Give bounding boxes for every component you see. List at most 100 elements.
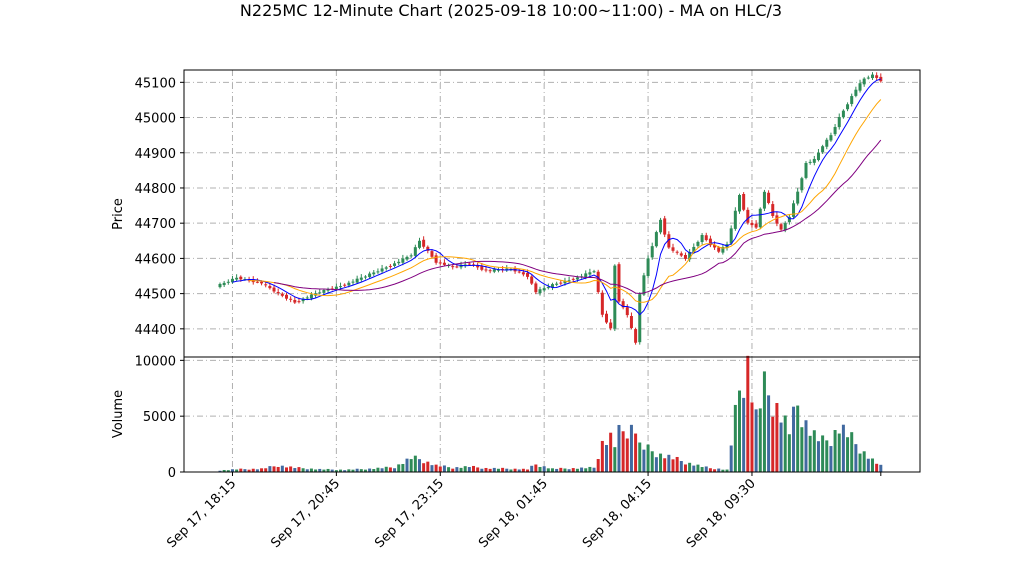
price-tick-label: 44400 [135,323,176,338]
candle-body [305,297,309,299]
candle-body [534,283,538,293]
candle-body [642,275,646,295]
candle-body [846,104,850,110]
volume-bar [255,469,259,472]
candle-body [488,270,492,272]
volume-bar [596,459,600,472]
volume-bar [268,466,272,472]
volume-bar [401,463,405,472]
volume-bar [239,468,243,472]
volume-bar [330,469,334,472]
candle-body [600,292,604,315]
candle-body [800,178,804,191]
volume-bar [326,468,330,472]
volume-bar [634,433,638,472]
candle-body [455,266,459,268]
candle-body [260,281,264,284]
volume-bar [513,468,517,472]
candle-body [546,287,550,289]
candle-body [368,273,372,278]
volume-tick-label: 10000 [135,354,176,369]
volume-bar [434,464,438,472]
candle-body [829,135,833,141]
volume-bar [592,467,596,472]
price-y-axis: 44400 44500 44600 44700 44800 44900 45000 45100 [135,76,184,338]
candle-body [397,261,401,264]
volume-bar [521,468,525,472]
candle-body [767,192,771,203]
volume-bar [733,404,737,472]
volume-bar [833,430,837,472]
candle-body [351,281,355,283]
candle-body [550,284,554,288]
volume-bar [779,422,783,472]
volume-bar [829,446,833,472]
volume-bar [293,468,297,472]
volume-bar [879,464,883,472]
candle-body [538,289,542,294]
candle-body [675,251,679,253]
candle-body [347,282,351,286]
volume-bar [546,468,550,472]
volume-bar [671,459,675,472]
candle-body [679,253,683,256]
volume-bar [272,466,276,472]
volume-bar [459,467,463,472]
candle-body [762,191,766,209]
volume-bar [467,467,471,472]
candle-body [309,294,313,299]
volume-bar [230,469,234,472]
volume-bar [505,468,509,472]
volume-bar [218,470,222,472]
candle-body [496,269,500,271]
volume-bar [405,458,409,472]
volume-bar [413,455,417,472]
candle-body [754,223,758,228]
candle-body [484,269,488,271]
candle-body [239,276,243,280]
candle-body [530,276,534,284]
volume-bar [825,440,829,472]
volume-bar [318,468,322,472]
price-tick-label: 44500 [135,288,176,303]
candle-body [226,281,230,283]
candle-body [459,264,463,268]
volume-bar [314,469,318,472]
candle-body [359,277,363,280]
candle-body [654,232,658,247]
candle-body [733,210,737,229]
candle-body [816,152,820,161]
volume-y-axis: 0 5000 10000 [135,354,184,481]
volume-bar [438,466,442,472]
volume-bar [609,432,613,472]
candle-body [866,77,870,79]
volume-panel-frame [183,356,921,473]
volume-bar [559,467,563,472]
volume-bar [567,469,571,472]
volume-bar [804,420,808,472]
volume-bar [455,467,459,472]
volume-bar [509,469,513,472]
volume-bar [384,466,388,472]
volume-axis-label: Volume [111,390,126,438]
volume-bar [629,424,633,472]
volume-bar [746,355,750,472]
candle-body [297,301,301,303]
candle-body [235,277,239,280]
candle-body [442,262,446,265]
volume-bar [397,464,401,472]
candle-body [671,247,675,251]
candlesticks [218,72,883,345]
volume-bar [605,444,609,472]
volume-bar [775,403,779,472]
candle-body [301,298,305,302]
volume-bar [725,469,729,472]
candle-body [638,294,642,343]
volume-bar [447,467,451,472]
candle-body [812,158,816,163]
volume-bar [683,464,687,472]
volume-bars [218,355,883,472]
candle-body [322,290,326,293]
candle-body [467,263,471,265]
volume-bar [393,468,397,472]
